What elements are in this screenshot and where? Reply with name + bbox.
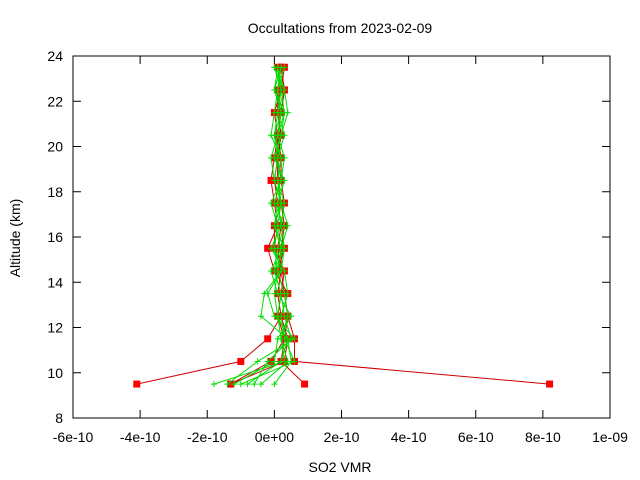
data-point-plus bbox=[224, 381, 231, 388]
data-point-plus bbox=[254, 358, 261, 365]
x-tick-label: 1e-09 bbox=[592, 429, 628, 445]
data-point-plus bbox=[281, 358, 288, 365]
y-axis-label: Altitude (km) bbox=[7, 199, 23, 278]
data-point-plus bbox=[271, 267, 278, 274]
x-tick-label: -4e-10 bbox=[120, 429, 161, 445]
y-tick-label: 20 bbox=[47, 139, 63, 155]
data-point-plus bbox=[231, 381, 238, 388]
y-tick-label: 18 bbox=[47, 184, 63, 200]
y-tick-label: 16 bbox=[47, 229, 63, 245]
data-point-plus bbox=[264, 290, 271, 297]
data-point-plus bbox=[274, 313, 281, 320]
data-point-square bbox=[264, 335, 272, 343]
data-point-plus bbox=[271, 222, 278, 229]
data-point-plus bbox=[278, 290, 285, 297]
x-tick-label: -6e-10 bbox=[53, 429, 94, 445]
data-point-plus bbox=[284, 222, 291, 229]
data-point-plus bbox=[271, 86, 278, 93]
data-point-plus bbox=[281, 177, 288, 184]
plot-frame bbox=[72, 55, 611, 419]
chart-title: Occultations from 2023-02-09 bbox=[248, 20, 433, 36]
data-point-plus bbox=[268, 200, 275, 207]
x-tick-label: 4e-10 bbox=[391, 429, 427, 445]
data-point-plus bbox=[271, 132, 278, 139]
x-tick-label: 8e-10 bbox=[525, 429, 561, 445]
data-point-plus bbox=[278, 132, 285, 139]
series-group bbox=[133, 63, 554, 388]
data-point-plus bbox=[284, 313, 291, 320]
data-point-plus bbox=[271, 245, 278, 252]
data-point-plus bbox=[274, 200, 281, 207]
data-point-plus bbox=[271, 154, 278, 161]
data-point-plus bbox=[264, 358, 271, 365]
data-point-square bbox=[264, 244, 272, 252]
x-tick-label: 6e-10 bbox=[458, 429, 494, 445]
data-point-plus bbox=[278, 222, 285, 229]
data-point-plus bbox=[281, 245, 288, 252]
data-point-plus bbox=[274, 177, 281, 184]
data-point-plus bbox=[288, 358, 295, 365]
data-point-plus bbox=[257, 313, 264, 320]
data-point-plus bbox=[237, 381, 244, 388]
data-point-square bbox=[546, 380, 554, 388]
axes-group: -6e-10 -4e-10 -2e-10 0e+00 2e-10 4e-10 6e-10 8e… bbox=[47, 48, 628, 445]
data-point-square bbox=[267, 357, 275, 365]
data-point-plus bbox=[271, 358, 278, 365]
data-point-plus bbox=[281, 109, 288, 116]
x-axis-label: SO2 VMR bbox=[308, 459, 371, 475]
data-point-square bbox=[133, 380, 141, 388]
y-tick-label: 14 bbox=[47, 274, 63, 290]
y-tick-label: 10 bbox=[47, 365, 63, 381]
data-point-plus bbox=[284, 335, 291, 342]
data-point-plus bbox=[278, 335, 285, 342]
y-tick-label: 8 bbox=[55, 410, 63, 426]
data-point-plus bbox=[251, 381, 258, 388]
data-point-square bbox=[301, 380, 309, 388]
x-tick-label: 2e-10 bbox=[324, 429, 360, 445]
data-point-plus bbox=[244, 381, 251, 388]
y-tick-label: 24 bbox=[47, 48, 63, 64]
data-point-plus bbox=[271, 381, 278, 388]
series-line bbox=[277, 67, 550, 385]
x-tick-label: -2e-10 bbox=[187, 429, 228, 445]
data-point-square bbox=[227, 380, 235, 388]
data-point-square bbox=[237, 357, 245, 365]
y-tick-label: 12 bbox=[47, 320, 63, 336]
y-tick-label: 22 bbox=[47, 93, 63, 109]
data-point-plus bbox=[210, 381, 217, 388]
data-point-plus bbox=[257, 381, 264, 388]
data-point-plus bbox=[291, 335, 298, 342]
x-tick-label: 0e+00 bbox=[255, 429, 295, 445]
data-point-plus bbox=[274, 64, 281, 71]
data-point-plus bbox=[278, 154, 285, 161]
data-point-plus bbox=[281, 86, 288, 93]
